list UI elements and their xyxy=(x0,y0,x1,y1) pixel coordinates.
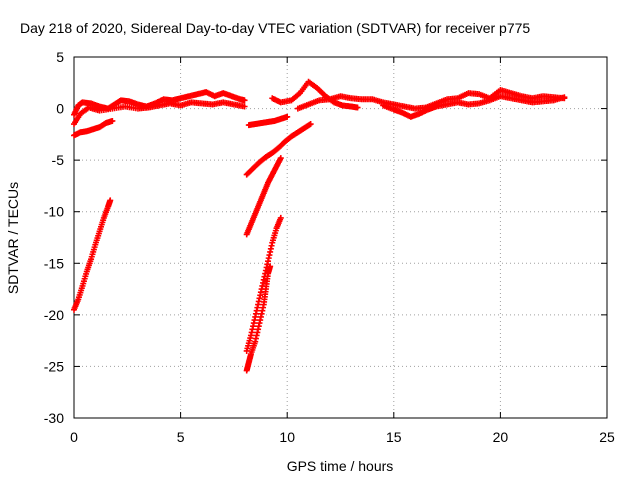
series-trace-a-lower xyxy=(71,99,248,128)
plot-frame xyxy=(73,56,608,419)
series-trace-b xyxy=(71,117,116,139)
x-tick-label: 0 xyxy=(70,429,78,445)
y-tick-label: 0 xyxy=(56,101,64,117)
y-tick-label: -25 xyxy=(44,358,64,374)
series-trace-g xyxy=(243,214,284,354)
x-tick-label: 20 xyxy=(493,429,509,445)
axis-ticks: 0 5 10 15 20 25 5 0 -5 -10 -15 -20 -25 -30 xyxy=(44,49,615,445)
data-point xyxy=(109,117,116,124)
data-point xyxy=(241,103,248,110)
x-tick-label: 15 xyxy=(386,429,402,445)
y-tick-label: -10 xyxy=(44,204,64,220)
data-point xyxy=(284,113,291,120)
series-trace-f xyxy=(243,155,284,238)
data-point xyxy=(267,263,274,270)
data-point xyxy=(107,197,114,204)
series-trace-k xyxy=(380,93,568,120)
chart-title: Day 218 of 2020, Sidereal Day-to-day VTE… xyxy=(20,20,530,36)
data-point xyxy=(277,155,284,162)
x-tick-label: 25 xyxy=(599,429,615,445)
x-tick-label: 5 xyxy=(177,429,185,445)
series-trace-c xyxy=(71,197,114,313)
y-tick-label: -15 xyxy=(44,255,64,271)
y-axis-label: SDTVAR / TECUs xyxy=(5,182,21,294)
data-point xyxy=(277,214,284,221)
x-axis-label: GPS time / hours xyxy=(287,458,394,474)
y-tick-label: 5 xyxy=(56,49,64,65)
x-tick-label: 10 xyxy=(279,429,295,445)
series-trace-e xyxy=(243,121,314,178)
data-layer xyxy=(71,78,568,374)
y-tick-label: -30 xyxy=(44,410,64,426)
data-point xyxy=(307,121,314,128)
series-trace-h xyxy=(243,263,274,374)
data-point xyxy=(354,104,361,111)
grid xyxy=(74,57,607,418)
data-point xyxy=(561,94,568,101)
data-point xyxy=(241,97,248,104)
y-tick-label: -5 xyxy=(52,152,65,168)
series-trace-d xyxy=(245,113,291,129)
y-tick-label: -20 xyxy=(44,307,64,323)
